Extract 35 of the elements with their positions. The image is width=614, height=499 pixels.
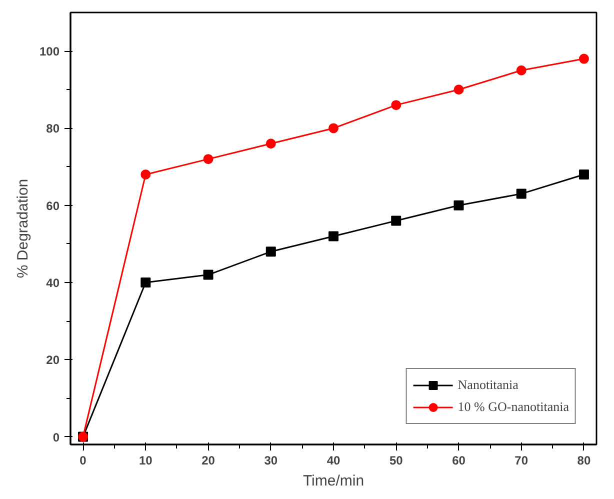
x-tick-label: 0	[80, 454, 87, 468]
point	[203, 270, 214, 280]
point	[391, 100, 402, 110]
point	[266, 246, 276, 257]
point	[516, 65, 526, 76]
y-tick-label: 40	[46, 276, 60, 290]
y-tick-label: 0	[52, 430, 60, 444]
y-tick-label: 80	[46, 122, 60, 136]
point	[266, 138, 276, 149]
point	[454, 200, 464, 210]
point	[328, 123, 338, 134]
point	[516, 188, 526, 199]
point	[578, 170, 589, 180]
x-tick-label: 30	[264, 454, 278, 468]
x-axis-title: Time/min	[302, 472, 364, 490]
point	[203, 154, 214, 164]
point	[391, 216, 402, 226]
legend-label: 10 % GO-nanotitania	[458, 399, 569, 415]
point	[328, 231, 338, 242]
x-tick-label: 40	[326, 454, 340, 468]
y-axis-title: % Degradation	[14, 178, 32, 278]
point	[140, 170, 151, 180]
point	[140, 278, 151, 288]
x-tick-label: 60	[452, 454, 466, 468]
y-tick-label: 100	[39, 44, 60, 59]
x-tick-label: 80	[577, 454, 591, 468]
legend-label: Nanotitania	[458, 377, 518, 393]
x-tick-label: 50	[389, 454, 404, 468]
y-tick-label: 20	[46, 353, 60, 368]
x-tick-label: 70	[514, 454, 528, 468]
x-tick-label: 10	[138, 454, 153, 468]
point	[578, 54, 589, 64]
x-tick-label: 20	[202, 454, 216, 468]
y-tick-label: 60	[46, 198, 60, 213]
point	[454, 84, 464, 95]
